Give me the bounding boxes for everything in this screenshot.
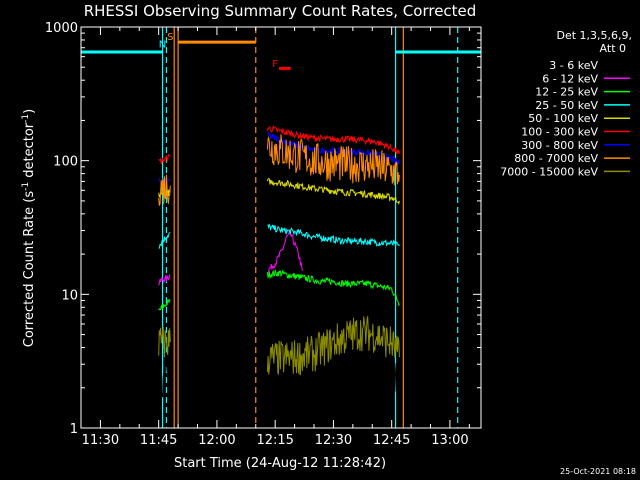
series-line	[266, 268, 400, 307]
legend-entry-label: 300 - 800 keV	[521, 139, 598, 152]
x-tick-label: 12:30	[315, 433, 352, 448]
x-tick-label: 12:15	[256, 433, 293, 448]
generation-timestamp: 25-Oct-2021 08:18	[560, 467, 636, 476]
legend-entry-label: 800 - 7000 keV	[514, 152, 598, 165]
y-axis-label-exponent-2: -1	[21, 114, 31, 123]
y-tick-label: 100	[53, 155, 78, 170]
x-tick-label: 11:45	[140, 433, 177, 448]
flag-annotation-s: S	[167, 32, 173, 43]
series-line	[266, 244, 400, 406]
x-tick-label: 11:30	[82, 433, 119, 448]
series-line	[158, 326, 171, 358]
y-tick-label: 1000	[45, 21, 78, 36]
series-line	[267, 223, 400, 247]
y-axis-label-end: )	[22, 109, 37, 114]
legend-entry-label: 25 - 50 keV	[535, 99, 598, 112]
y-axis-label-main: Corrected Count Rate (s	[22, 191, 37, 348]
legend-entry-label: 12 - 25 keV	[535, 86, 598, 99]
series-line	[266, 316, 400, 376]
legend-entry-label: 3 - 6 keV	[549, 59, 598, 72]
series-line	[158, 298, 171, 311]
legend-entry-label: 50 - 100 keV	[528, 112, 598, 125]
y-axis-label-middle: detector	[22, 122, 37, 182]
series-line	[267, 230, 303, 274]
legend-header-line-1: Det 1,3,5,6,9,	[556, 29, 632, 42]
series-line	[266, 134, 400, 186]
series-line	[266, 130, 400, 165]
legend-entry-label: 100 - 300 keV	[521, 126, 598, 139]
x-axis-label: Start Time (24-Aug-12 11:28:42)	[174, 456, 386, 471]
series-line	[266, 124, 400, 155]
plot-frame	[80, 26, 482, 429]
y-axis-label: Corrected Count Rate (s-1 detector-1)	[21, 109, 37, 347]
series-line	[158, 153, 171, 164]
series-line	[158, 232, 171, 249]
series-line	[266, 178, 400, 206]
x-tick-label: 12:00	[198, 433, 235, 448]
y-tick-label: 10	[61, 288, 78, 303]
x-tick-label: 12:45	[373, 433, 410, 448]
axis-ticks: 11:30 11:45 12:00 12:15 12:30 12:45 13:00 1 10 10…	[45, 21, 481, 448]
y-axis-label-exponent-1: -1	[21, 182, 31, 191]
series-line	[158, 350, 171, 429]
x-tick-label: 13:00	[431, 433, 468, 448]
legend-entry-label: 7000 - 15000 keV	[500, 165, 598, 178]
flag-annotation-n: N	[159, 40, 166, 51]
series-line	[158, 274, 171, 286]
plot-area: SN F	[81, 27, 481, 429]
legend-entry-label: 6 - 12 keV	[542, 72, 598, 85]
legend-header-line-2: Att 0	[600, 42, 626, 55]
chart-title: RHESSI Observing Summary Count Rates, Co…	[84, 2, 477, 20]
flag-annotation-f: F	[272, 59, 278, 70]
series-line	[158, 174, 171, 206]
y-tick-label: 1	[70, 422, 78, 437]
